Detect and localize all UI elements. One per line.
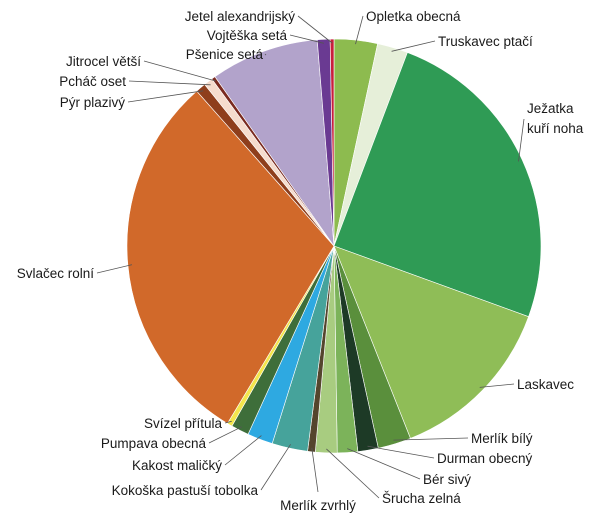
leader-line-merlik-zvrhly xyxy=(311,447,319,493)
pie-slice-svlacec-rolni xyxy=(126,90,335,424)
slice-label-truskavec-ptaci: Truskavec ptačí xyxy=(438,34,533,49)
slice-label-pumpava-obecna: Pumpava obecná xyxy=(101,436,207,451)
leader-line-merlik-bily xyxy=(393,437,469,441)
leader-line-durman-obecny xyxy=(367,445,435,459)
slice-label-kakost-malicky: Kakost maličký xyxy=(132,458,222,473)
slice-label-svizel-pritula: Svízel přítula xyxy=(144,416,223,431)
slice-label-pyr-plazivy: Pýr plazivý xyxy=(60,95,126,110)
slice-label-srucha-zelna: Šrucha zelná xyxy=(382,491,461,506)
slice-labels: Opletka obecná Truskavec ptačí Ježatka kuří… xyxy=(17,9,584,513)
slice-label-kokoska-pastusi-tobolka: Kokoška pastuší tobolka xyxy=(112,483,259,498)
pie-slice-laskavec xyxy=(333,245,529,439)
slice-label-vojteska-seta: Vojtěška setá xyxy=(207,28,288,43)
slice-label-merlik-zvrhly: Merlík zvrhlý xyxy=(280,498,356,513)
leader-line-laskavec xyxy=(479,383,515,388)
leader-line-svlacec-rolni xyxy=(96,264,132,274)
slice-label-merlik-bily: Merlík bílý xyxy=(471,431,533,446)
pie-slice-jetel-alexandrijsky xyxy=(329,38,335,247)
slice-label-ber-sivy: Bér sivý xyxy=(423,472,471,487)
slice-label-psenice-seta: Pšenice setá xyxy=(186,47,264,62)
pie-slices xyxy=(126,38,542,454)
leader-line-svizel-pritula xyxy=(224,420,232,424)
leader-line-pumpava-obecna xyxy=(208,426,242,444)
slice-label-laskavec: Laskavec xyxy=(517,377,574,392)
leader-line-kakost-malicky xyxy=(224,435,262,466)
leader-line-ber-sivy xyxy=(347,448,421,480)
slice-label-opletka-obecna: Opletka obecná xyxy=(366,9,461,24)
slice-label-pchac-oset: Pcháč oset xyxy=(59,74,126,89)
slice-label-jitrocel-vetsi: Jitrocel větší xyxy=(66,54,141,69)
slice-label-svlacec-rolni: Svlačec rolní xyxy=(17,266,95,281)
slice-label-durman-obecny: Durman obecný xyxy=(437,451,533,466)
pie-slice-psenice-seta xyxy=(214,39,335,248)
leader-line-kokoska-pastusi-tobolka xyxy=(260,444,291,491)
pie-slice-jezatka-kuri-noha xyxy=(333,52,542,318)
leader-line-vojteska-seta xyxy=(289,34,324,44)
leader-line-jitrocel-vetsi xyxy=(143,60,216,82)
leader-line-jezatka-kuri-noha xyxy=(518,118,525,162)
leader-line-opletka-obecna xyxy=(355,15,364,45)
slice-label-jetel-alexandrijsky: Jetel alexandrijský xyxy=(185,9,296,24)
leader-lines xyxy=(96,15,525,499)
leader-line-jetel-alexandrijsky xyxy=(297,15,333,44)
leader-line-psenice-seta xyxy=(264,53,267,56)
slice-label-jezatka-kuri-noha: Ježatka kuří noha xyxy=(527,101,584,136)
leader-line-srucha-zelna xyxy=(326,448,380,499)
leader-line-pchac-oset xyxy=(128,80,211,86)
leader-line-truskavec-ptaci xyxy=(391,40,436,52)
leader-line-pyr-plazivy xyxy=(127,90,204,103)
